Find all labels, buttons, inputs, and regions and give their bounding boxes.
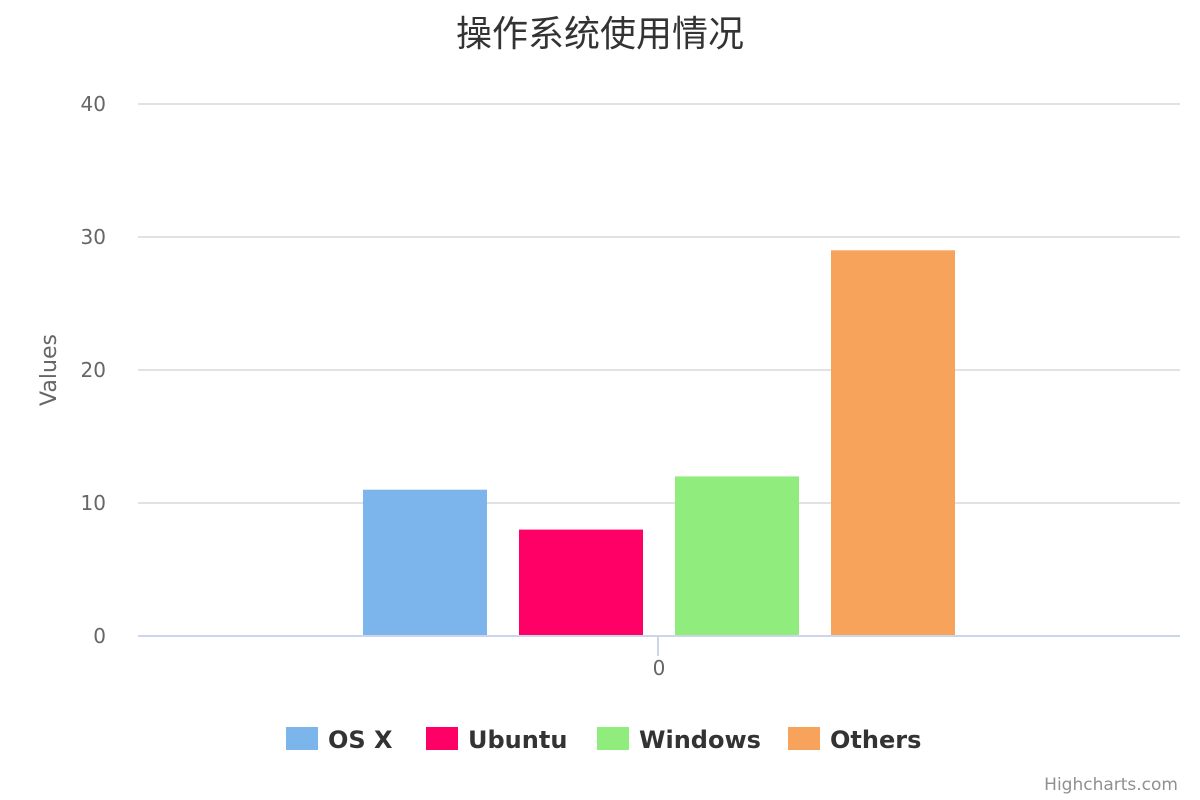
legend-swatch: [597, 727, 629, 750]
x-tick-labels: 0: [653, 656, 666, 680]
legend-swatch: [426, 727, 458, 750]
bar-others[interactable]: [831, 250, 955, 637]
legend-label: Ubuntu: [468, 726, 567, 754]
y-tick-labels: 0 10 20 30 40: [81, 92, 106, 648]
x-tick-label: 0: [653, 656, 666, 680]
y-tick-label: 0: [93, 624, 106, 648]
legend-swatch: [788, 727, 820, 750]
chart-title: 操作系统使用情况: [456, 14, 744, 55]
legend-swatch: [286, 727, 318, 750]
legend-item-ubuntu[interactable]: Ubuntu: [426, 726, 567, 754]
y-tick-label: 20: [81, 358, 106, 382]
legend-label: Others: [830, 726, 921, 754]
gridlines: [138, 103, 1180, 504]
legend-item-others[interactable]: Others: [788, 726, 921, 754]
legend-item-os-x[interactable]: OS X: [286, 726, 393, 754]
legend: OS X Ubuntu Windows Others: [286, 726, 921, 754]
y-tick-label: 10: [81, 491, 106, 515]
bar-windows[interactable]: [675, 476, 799, 636]
credits-link[interactable]: Highcharts.com: [1044, 775, 1178, 795]
bar-ubuntu[interactable]: [519, 529, 643, 636]
bars: [363, 250, 955, 637]
y-tick-label: 40: [81, 92, 106, 116]
legend-label: Windows: [639, 726, 761, 754]
y-tick-label: 30: [81, 225, 106, 249]
legend-item-windows[interactable]: Windows: [597, 726, 761, 754]
y-axis-title: Values: [37, 334, 62, 406]
bar-os-x[interactable]: [363, 489, 487, 636]
legend-label: OS X: [328, 726, 393, 754]
